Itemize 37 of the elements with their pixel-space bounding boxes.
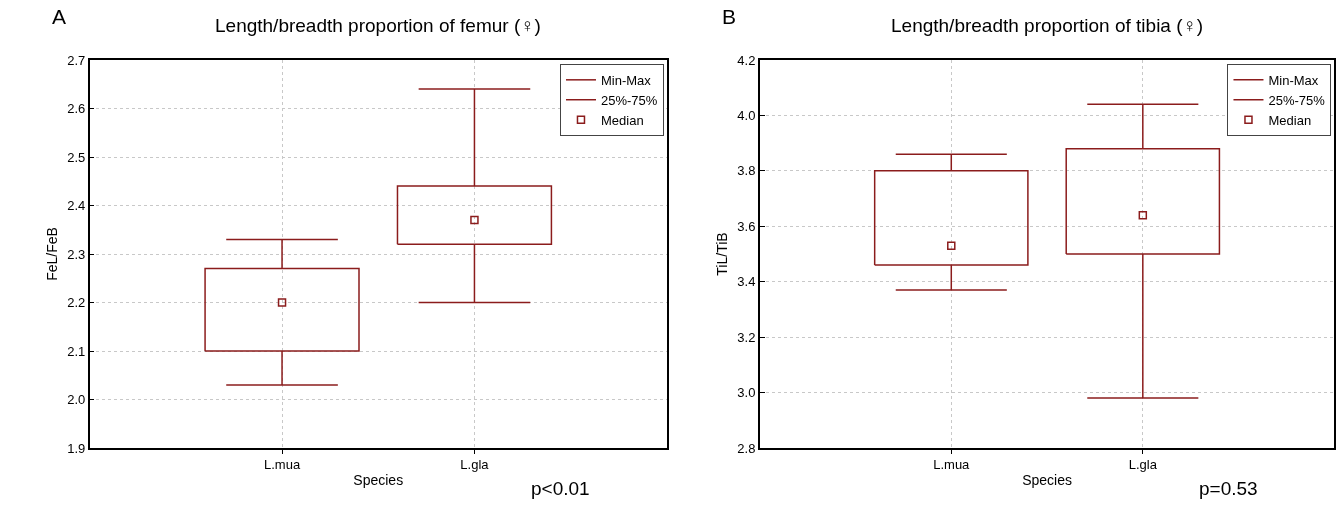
chart-title: Length/breadth proportion of tibia (♀) (891, 15, 1204, 36)
x-tick-label: L.mua (263, 457, 301, 473)
y-tick-label: 3.0 (737, 385, 756, 401)
y-axis-title: TiL/TiB (714, 232, 731, 276)
y-tick-label: 3.6 (737, 218, 756, 234)
legend-label: 25%-75% (600, 92, 658, 108)
y-tick-label: 2.4 (67, 198, 86, 214)
legend-label: Min-Max (1268, 72, 1319, 88)
y-tick-label: 3.4 (737, 274, 756, 290)
text: p<0.01 (531, 478, 590, 499)
y-tick-label: 2.0 (67, 392, 86, 408)
x-tick-label: L.mua (933, 457, 971, 473)
y-tick-label: 2.3 (67, 246, 86, 262)
legend-label: Median (600, 112, 644, 128)
y-tick-label: 2.1 (67, 343, 86, 359)
chart-title: Length/breadth proportion of femur (♀) (215, 15, 541, 36)
y-tick-label: 2.6 (67, 101, 86, 117)
x-tick-label: L.gla (460, 457, 490, 473)
legend-label: Median (1268, 112, 1312, 128)
legend-label: Min-Max (600, 72, 652, 88)
y-tick-label: 4.0 (737, 107, 756, 123)
y-tick-label: 2.8 (737, 440, 756, 456)
y-tick-label: 2.7 (67, 52, 86, 68)
y-tick-label: 2.2 (67, 295, 86, 311)
x-axis-title: Species (1022, 472, 1072, 489)
x-axis-title: Species (353, 472, 404, 489)
text: B (722, 5, 737, 28)
y-axis-title: FeL/FeB (44, 227, 61, 281)
y-tick-label: 3.2 (737, 329, 756, 345)
y-tick-label: 3.8 (737, 163, 756, 179)
y-tick-label: 1.9 (67, 440, 86, 456)
x-tick-label: L.gla (1128, 457, 1158, 473)
y-tick-label: 4.2 (737, 52, 756, 68)
y-tick-label: 2.5 (67, 149, 86, 165)
text: A (52, 5, 67, 28)
text: p=0.53 (1199, 478, 1258, 499)
legend-label: 25%-75% (1268, 92, 1326, 108)
